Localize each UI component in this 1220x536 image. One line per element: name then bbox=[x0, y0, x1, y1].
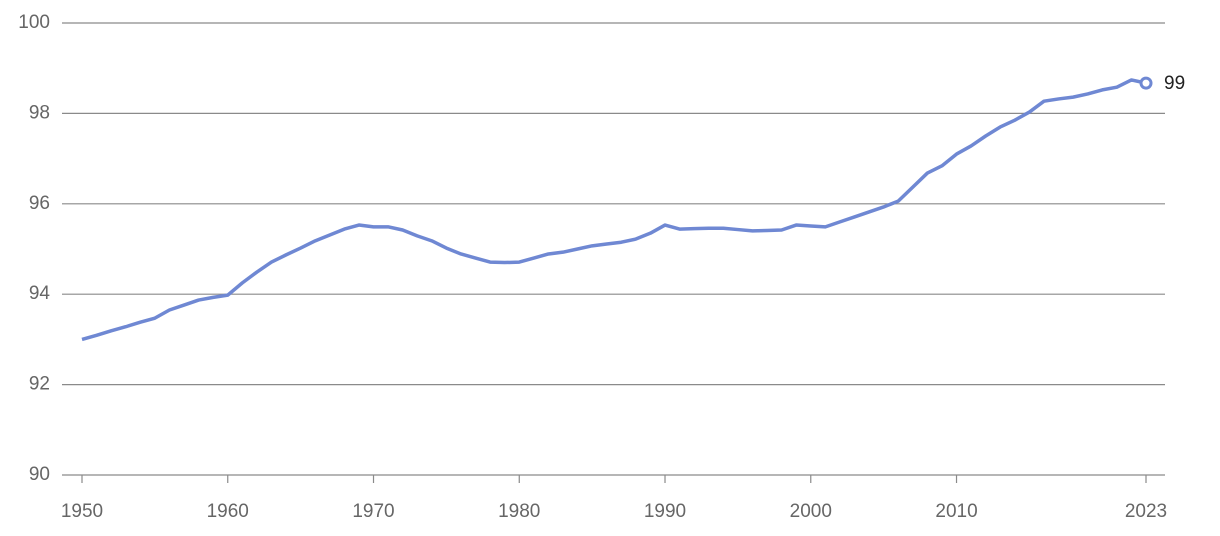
x-tick-label: 1960 bbox=[207, 501, 249, 522]
data-line bbox=[81, 78, 1147, 342]
x-tick-label: 2023 bbox=[1125, 501, 1167, 522]
y-tick-label: 100 bbox=[18, 12, 50, 33]
end-marker bbox=[1139, 76, 1153, 90]
y-tick-label: 98 bbox=[29, 102, 50, 123]
y-tick-label: 90 bbox=[29, 464, 50, 485]
x-tick-label: 2010 bbox=[935, 501, 977, 522]
x-tick-label: 1980 bbox=[498, 501, 540, 522]
y-tick-label: 96 bbox=[29, 193, 50, 214]
y-tick-label: 94 bbox=[29, 283, 51, 304]
x-tick-label: 1950 bbox=[61, 501, 103, 522]
x-tick-label: 1970 bbox=[352, 501, 394, 522]
value-label: 99 bbox=[1164, 73, 1185, 94]
x-tick-label: 1990 bbox=[644, 501, 686, 522]
y-tick-label: 92 bbox=[29, 374, 50, 395]
x-tick-label: 2000 bbox=[790, 501, 832, 522]
